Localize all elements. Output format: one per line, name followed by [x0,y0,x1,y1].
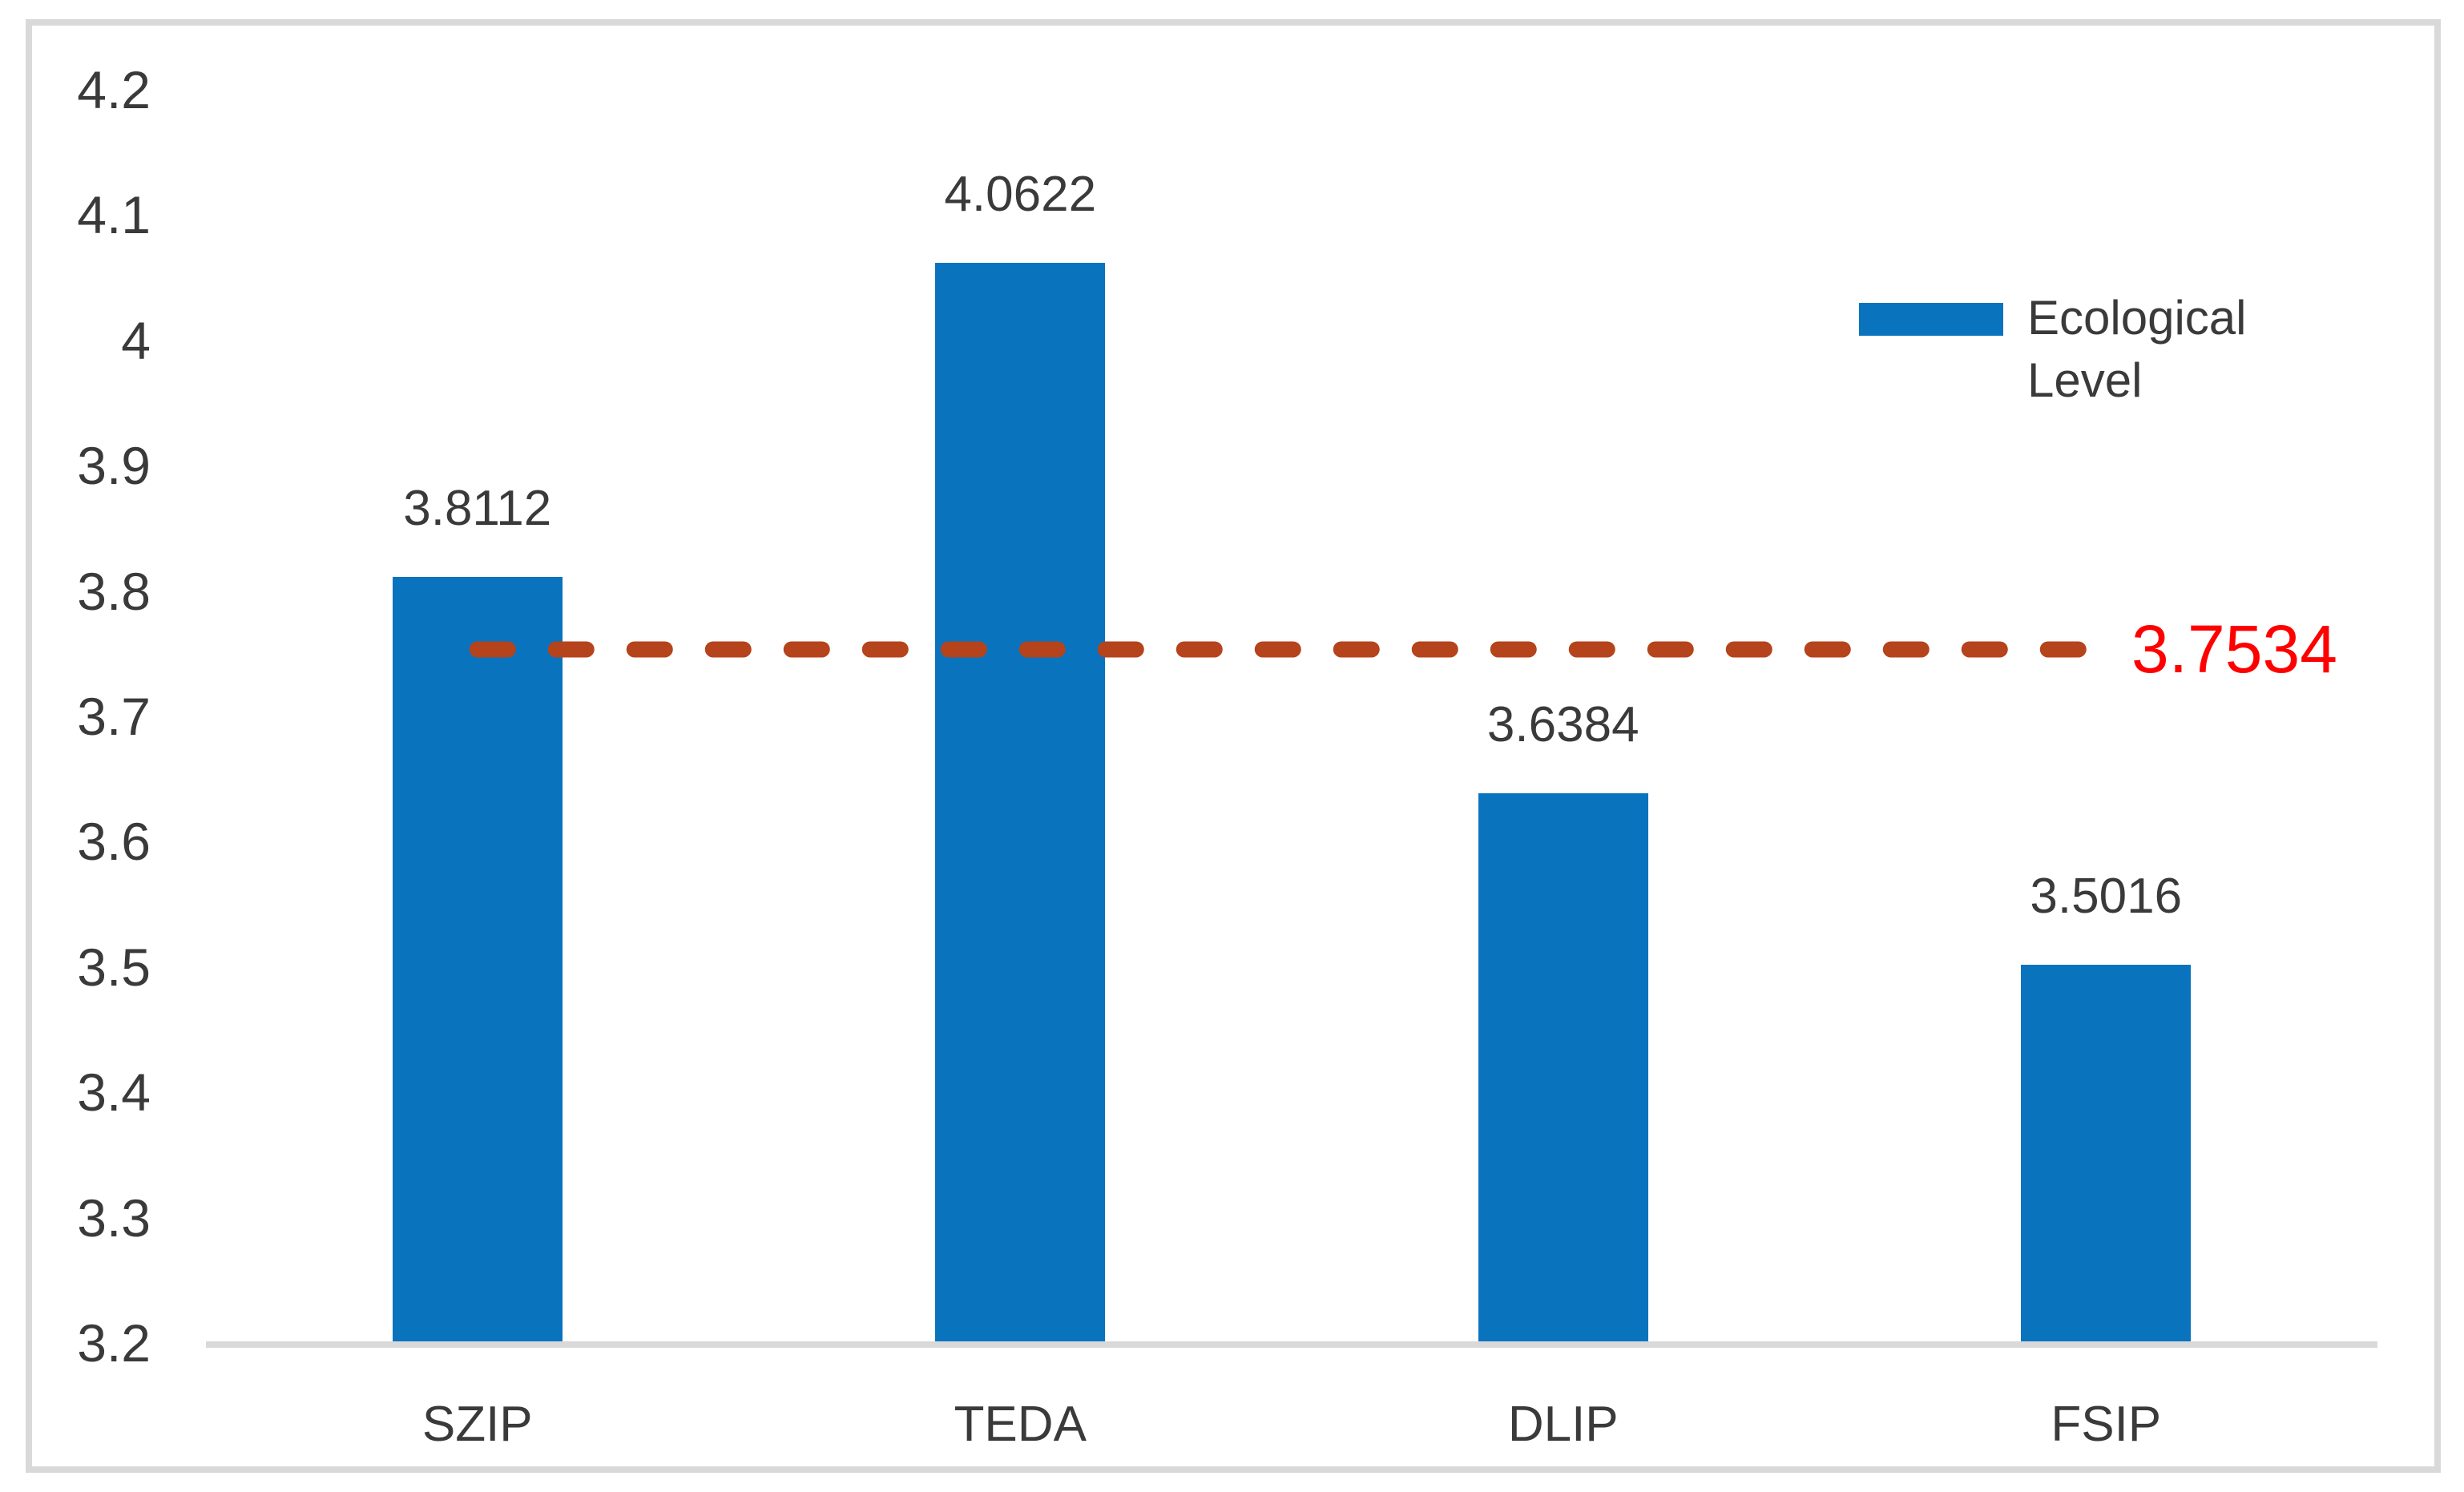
category-label-fsip: FSIP [2051,1397,2162,1452]
reference-line-label: 3.7534 [2131,611,2337,688]
category-label-teda: TEDA [954,1397,1087,1452]
bar-szip [392,577,563,1341]
bar-value-label: 4.0622 [944,166,1097,222]
legend-swatch [1859,303,2003,336]
bar-teda [935,262,1106,1341]
bar-fsip [2021,965,2192,1341]
y-tick-label: 3.2 [77,1313,151,1373]
bar-value-label: 3.5016 [2030,869,2183,925]
y-tick-label: 3.3 [77,1188,151,1248]
y-tick-label: 3.8 [77,561,151,621]
y-tick-label: 4.1 [77,185,151,245]
bar-value-label: 3.8112 [403,481,552,537]
bar-value-label: 3.6384 [1486,697,1639,753]
category-label-szip: SZIP [421,1397,533,1452]
y-tick-label: 4.2 [77,60,151,119]
y-tick-label: 3.4 [77,1063,151,1123]
legend-label: Ecological Level [2027,291,2247,407]
x-axis-line [206,1341,2377,1348]
category-label-dlip: DLIP [1507,1397,1619,1452]
bar-dlip [1478,793,1648,1341]
y-tick-label: 4 [121,310,151,370]
y-tick-label: 3.7 [77,687,151,746]
y-tick-label: 3.6 [77,812,151,872]
y-tick-label: 3.9 [77,436,151,496]
y-tick-label: 3.5 [77,937,151,997]
